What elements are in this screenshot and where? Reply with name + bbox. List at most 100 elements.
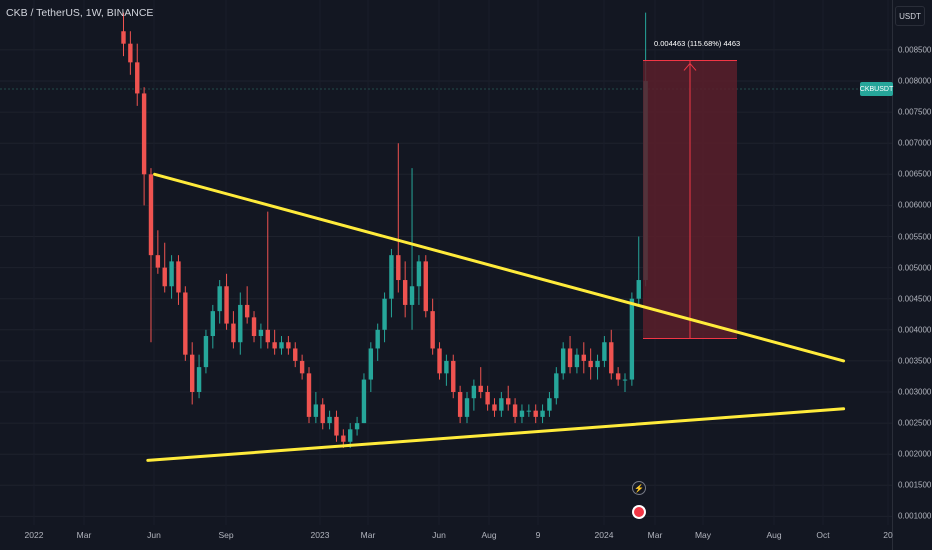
price-chart[interactable]: [0, 0, 892, 550]
trendline: [153, 172, 846, 363]
candle-body: [636, 280, 641, 299]
candle-body: [485, 392, 490, 405]
candle-body: [602, 342, 607, 361]
candle-body: [176, 261, 181, 293]
price-tick-label: 0.007000: [898, 138, 932, 148]
candle-body: [396, 255, 401, 281]
candle-body: [574, 354, 580, 368]
candle-body: [588, 360, 593, 368]
time-tick-label: 2022: [24, 530, 44, 540]
trendline: [146, 407, 846, 462]
price-scale[interactable]: [892, 0, 932, 550]
candle-body: [629, 298, 635, 380]
candle-body: [506, 398, 511, 405]
time-tick-label: 9: [535, 530, 541, 540]
candle-body: [382, 298, 387, 330]
candle-body: [526, 410, 532, 412]
price-tick-label: 0.005000: [898, 263, 932, 273]
candle-body: [203, 336, 209, 368]
price-tick-label: 0.008000: [898, 76, 932, 86]
price-range-measure: [643, 59, 737, 340]
candle-body: [272, 342, 277, 349]
candle-body: [258, 329, 264, 337]
candle-body: [512, 404, 518, 417]
time-tick-label: Mar: [360, 530, 376, 540]
candle-body: [313, 404, 319, 417]
candle-body: [430, 311, 435, 349]
measure-arrow-head: [683, 62, 697, 71]
candle-body: [244, 304, 250, 318]
event-flag-icon[interactable]: [632, 505, 646, 519]
candle-body: [148, 174, 154, 256]
time-tick-label: Mar: [76, 530, 92, 540]
candle-body: [444, 360, 449, 374]
candle-body: [554, 373, 559, 399]
candle-body: [155, 255, 161, 268]
price-tick-label: 0.002500: [898, 418, 932, 428]
candle-body: [299, 360, 305, 374]
price-tick-label: 0.008500: [898, 45, 932, 55]
candle-body: [196, 367, 202, 392]
candles-layer: [121, 12, 648, 448]
candle-body: [389, 255, 394, 299]
candle-body: [141, 93, 147, 175]
candle-body: [238, 304, 243, 343]
time-tick-label: Mar: [647, 530, 663, 540]
candle-body: [334, 416, 339, 436]
candle-body: [581, 354, 586, 361]
price-tick-label: 0.005500: [898, 232, 932, 241]
time-tick-label: May: [694, 530, 712, 540]
candle-body: [492, 404, 497, 411]
candle-body: [615, 373, 621, 380]
candle-body: [169, 261, 174, 287]
lightning-icon[interactable]: ⚡: [632, 481, 646, 495]
candle-body: [402, 280, 408, 305]
time-tick-label: 20: [883, 530, 893, 540]
candle-body: [547, 398, 552, 411]
candle-body: [361, 379, 367, 424]
currency-button[interactable]: USDT: [895, 6, 925, 26]
candle-body: [368, 348, 374, 380]
candle-body: [224, 286, 229, 324]
candle-body: [622, 379, 628, 381]
candle-body: [348, 429, 353, 442]
candle-body: [609, 342, 614, 374]
candle-body: [457, 392, 463, 417]
candle-body: [341, 435, 346, 442]
candle-body: [327, 416, 332, 424]
price-tick-label: 0.001500: [898, 480, 932, 490]
chart-grid: [0, 49, 892, 517]
candle-body: [533, 410, 538, 417]
candle-body: [279, 342, 284, 349]
candle-body: [451, 360, 456, 392]
candle-body: [320, 404, 325, 424]
time-tick-label: 2024: [594, 530, 614, 540]
candle-body: [595, 360, 600, 368]
price-tick-label: 0.003500: [898, 356, 932, 366]
candle-body: [416, 261, 422, 287]
candle-body: [478, 385, 483, 392]
price-tick-label: 0.004500: [898, 294, 932, 304]
candle-body: [437, 348, 442, 374]
price-tick-label: 0.006500: [898, 169, 932, 179]
candle-body: [121, 31, 126, 44]
candle-body: [128, 43, 133, 63]
candle-body: [567, 348, 573, 368]
candle-body: [471, 385, 477, 399]
price-tick-label: 0.007500: [898, 107, 932, 117]
candle-body: [210, 311, 216, 337]
candle-body: [231, 323, 236, 343]
last-price-tag: CKBUSDT: [860, 82, 893, 96]
candle-body: [251, 317, 257, 337]
time-tick-label: Sep: [218, 530, 234, 540]
candle-body: [409, 286, 415, 305]
time-tick-label: Jun: [147, 530, 161, 540]
candle-body: [306, 373, 312, 417]
time-tick-label: 2023: [310, 530, 330, 540]
candle-body: [464, 398, 470, 417]
price-tick-label: 0.006000: [898, 200, 932, 210]
candle-body: [354, 423, 360, 430]
price-tick-label: 0.003000: [898, 387, 932, 397]
candle-body: [162, 267, 167, 287]
price-tick-label: 0.002000: [898, 449, 932, 459]
